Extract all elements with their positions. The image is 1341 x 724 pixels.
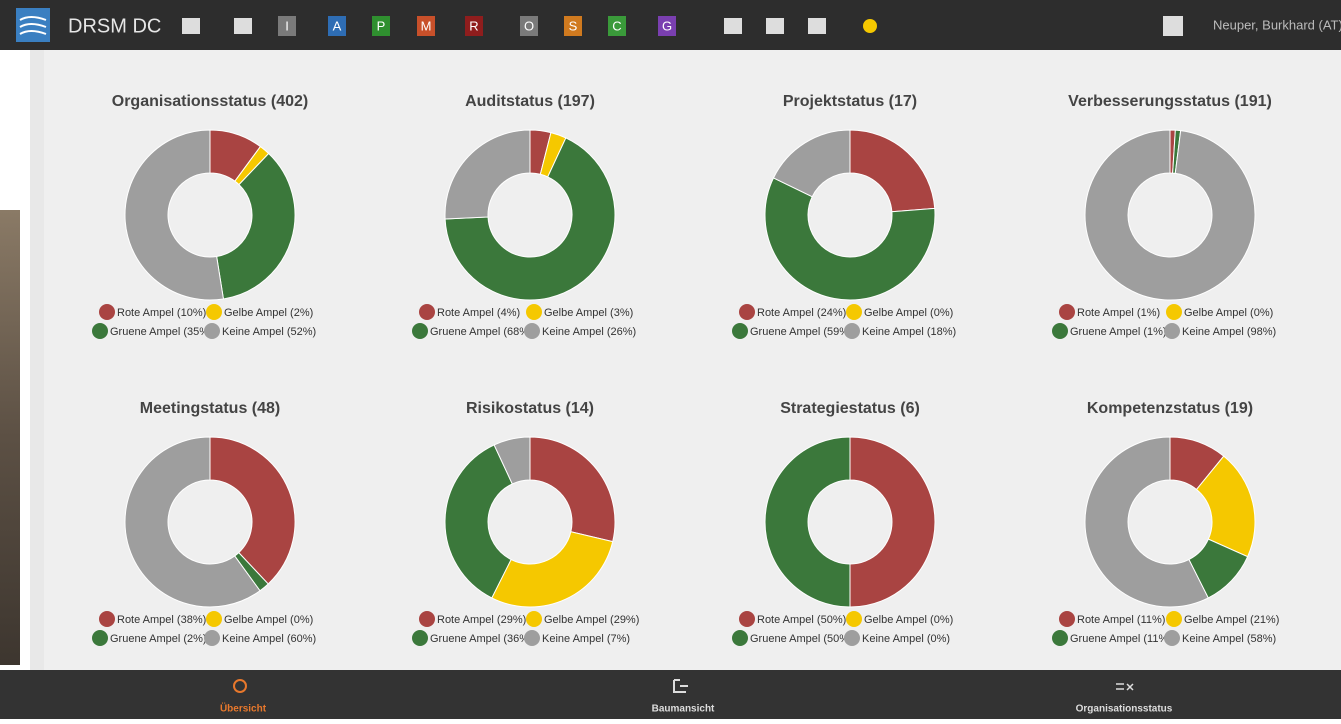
legend-label: Gruene Ampel (2%)	[110, 633, 207, 645]
menu-icon[interactable]	[766, 18, 784, 34]
legend-label: Rote Ampel (1%)	[1077, 307, 1160, 319]
menu-label[interactable]: S	[569, 18, 578, 33]
legend-swatch	[1059, 304, 1075, 320]
legend-swatch	[1166, 304, 1182, 320]
sun-icon[interactable]	[863, 19, 877, 33]
legend-swatch	[526, 611, 542, 627]
tab-label[interactable]: Organisationsstatus	[1076, 704, 1173, 715]
legend-label: Gelbe Ampel (0%)	[1184, 307, 1273, 319]
menu-label[interactable]: C	[612, 18, 621, 33]
legend-label: Gelbe Ampel (3%)	[544, 307, 633, 319]
legend-swatch	[206, 304, 222, 320]
chart-title: Projektstatus (17)	[783, 93, 917, 110]
legend-swatch	[732, 630, 748, 646]
menu-label[interactable]: P	[377, 18, 386, 33]
legend-label: Gruene Ampel (59%)	[750, 326, 853, 338]
legend-label: Gelbe Ampel (2%)	[224, 307, 313, 319]
legend-swatch	[524, 323, 540, 339]
legend-label: Gruene Ampel (1%)	[1070, 326, 1167, 338]
tab-label[interactable]: Baumansicht	[652, 704, 715, 715]
user-name[interactable]: Neuper, Burkhard (AT)	[1213, 17, 1341, 32]
brand: DRSM DC	[68, 15, 161, 37]
legend-swatch	[92, 323, 108, 339]
legend-label: Gruene Ampel (50%)	[750, 633, 853, 645]
legend-swatch	[1059, 611, 1075, 627]
legend-swatch	[99, 611, 115, 627]
menu-icon[interactable]	[724, 18, 742, 34]
chart-title: Kompetenzstatus (19)	[1087, 400, 1253, 417]
legend-label: Gelbe Ampel (21%)	[1184, 614, 1279, 626]
legend-label: Gelbe Ampel (0%)	[224, 614, 313, 626]
legend-swatch	[844, 323, 860, 339]
legend-swatch	[846, 611, 862, 627]
legend-swatch	[739, 304, 755, 320]
legend-label: Gelbe Ampel (29%)	[544, 614, 639, 626]
legend-swatch	[419, 611, 435, 627]
legend-swatch	[204, 323, 220, 339]
legend-label: Gruene Ampel (11%)	[1070, 633, 1172, 645]
chart-title: Verbesserungsstatus (191)	[1068, 93, 1272, 110]
legend-swatch	[844, 630, 860, 646]
legend-label: Keine Ampel (52%)	[222, 326, 316, 338]
legend-label: Rote Ampel (38%)	[117, 614, 206, 626]
legend-label: Keine Ampel (7%)	[542, 633, 630, 645]
search-button[interactable]	[1163, 16, 1183, 36]
menu-label[interactable]: R	[469, 18, 478, 33]
legend-swatch	[99, 304, 115, 320]
legend-label: Keine Ampel (60%)	[222, 633, 316, 645]
legend-swatch	[732, 323, 748, 339]
legend-swatch	[419, 304, 435, 320]
legend-swatch	[1164, 630, 1180, 646]
legend-label: Rote Ampel (11%)	[1077, 614, 1165, 626]
legend-swatch	[1166, 611, 1182, 627]
legend-label: Rote Ampel (4%)	[437, 307, 520, 319]
legend-label: Gruene Ampel (36%)	[430, 633, 533, 645]
legend-swatch	[739, 611, 755, 627]
legend-label: Keine Ampel (26%)	[542, 326, 636, 338]
legend-label: Rote Ampel (24%)	[757, 307, 846, 319]
menu-icon[interactable]	[808, 18, 826, 34]
chart-title: Meetingstatus (48)	[140, 400, 280, 417]
menu-icon[interactable]	[182, 18, 200, 34]
legend-swatch	[524, 630, 540, 646]
menu-label[interactable]: O	[524, 18, 534, 33]
menu-icon[interactable]	[234, 18, 252, 34]
legend-label: Gelbe Ampel (0%)	[864, 614, 953, 626]
menu-label[interactable]: A	[333, 18, 342, 33]
chart-title: Auditstatus (197)	[465, 93, 595, 110]
legend-label: Keine Ampel (18%)	[862, 326, 956, 338]
legend-swatch	[206, 611, 222, 627]
menu-label[interactable]: M	[421, 18, 432, 33]
background-image	[0, 210, 20, 665]
chart-title: Strategiestatus (6)	[780, 400, 920, 417]
legend-label: Keine Ampel (0%)	[862, 633, 950, 645]
chart-title: Risikostatus (14)	[466, 400, 594, 417]
legend-swatch	[1052, 323, 1068, 339]
legend-label: Keine Ampel (58%)	[1182, 633, 1276, 645]
legend-swatch	[412, 630, 428, 646]
legend-label: Gruene Ampel (35%)	[110, 326, 213, 338]
legend-swatch	[1164, 323, 1180, 339]
legend-swatch	[204, 630, 220, 646]
legend-swatch	[92, 630, 108, 646]
legend-label: Rote Ampel (10%)	[117, 307, 206, 319]
legend-label: Gelbe Ampel (0%)	[864, 307, 953, 319]
menu-label[interactable]: I	[285, 18, 289, 33]
legend-label: Keine Ampel (98%)	[1182, 326, 1276, 338]
legend-swatch	[412, 323, 428, 339]
legend-swatch	[1052, 630, 1068, 646]
screen: DRSM DC Neuper, Burkhard (AT) IAPMROSCG …	[0, 0, 1341, 719]
legend-swatch	[526, 304, 542, 320]
chart-title: Organisationsstatus (402)	[112, 93, 309, 110]
legend-label: Gruene Ampel (68%)	[430, 326, 533, 338]
legend-label: Rote Ampel (50%)	[757, 614, 846, 626]
legend-swatch	[846, 304, 862, 320]
tab-label[interactable]: Übersicht	[220, 702, 267, 715]
page: DRSM DC Neuper, Burkhard (AT) IAPMROSCG …	[0, 0, 1341, 719]
legend-label: Rote Ampel (29%)	[437, 614, 526, 626]
menu-label[interactable]: G	[662, 18, 672, 33]
